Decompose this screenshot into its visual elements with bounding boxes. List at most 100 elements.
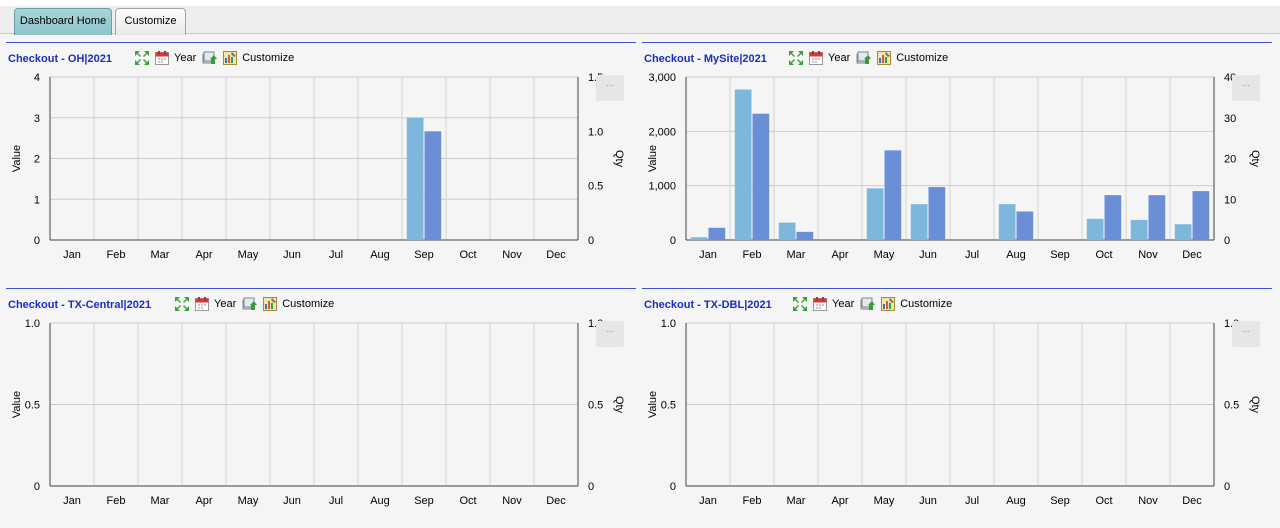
y2-tick-label: 0 (1224, 481, 1230, 493)
bar-value-mar (778, 222, 796, 240)
x-tick-label: Nov (502, 495, 522, 507)
y-tick-label: 1.0 (661, 318, 676, 330)
x-tick-label: Aug (1006, 495, 1026, 507)
panel-divider (6, 288, 636, 289)
x-tick-label: Nov (502, 249, 522, 261)
panel-divider (642, 288, 1272, 289)
bar-chart: 00.51.000.51.0JanFebMarAprMayJunJulAugSe… (647, 318, 1261, 507)
customize-icon[interactable] (876, 50, 892, 66)
x-tick-label: Oct (1095, 495, 1112, 507)
expand-icon[interactable] (788, 50, 804, 66)
expand-icon[interactable] (792, 296, 808, 312)
year-button[interactable]: Year (214, 298, 237, 310)
y-tick-label: 0 (670, 481, 676, 493)
x-tick-label: Jun (283, 249, 301, 261)
calendar-icon[interactable] (194, 296, 210, 312)
bar-qty-feb (752, 113, 770, 240)
more-options-button[interactable]: ... (1232, 75, 1260, 101)
refresh-icon[interactable] (860, 296, 876, 312)
x-tick-label: Mar (787, 495, 806, 507)
bar-value-aug (998, 204, 1016, 240)
panel-divider (6, 42, 636, 43)
bar-value-sep (406, 117, 424, 240)
bar-qty-nov (1148, 195, 1166, 240)
calendar-icon[interactable] (808, 50, 824, 66)
customize-button[interactable]: Customize (282, 298, 335, 310)
y2-axis-title: Qty (613, 396, 625, 414)
customize-icon[interactable] (880, 296, 896, 312)
customize-button[interactable]: Customize (242, 52, 295, 64)
refresh-icon[interactable] (202, 50, 218, 66)
x-tick-label: Jul (329, 495, 343, 507)
more-options-button[interactable]: ... (596, 75, 624, 101)
x-tick-label: Apr (195, 249, 212, 261)
chart-panel-oh: Checkout - OH|2021 Year Customize 0 1 2 3 4 0… (6, 42, 636, 282)
x-tick-label: Nov (1138, 495, 1158, 507)
panel-title: Checkout - MySite|2021 (644, 53, 767, 65)
year-button[interactable]: Year (832, 298, 855, 310)
tab-customize[interactable]: Customize (115, 8, 186, 35)
x-tick-label: Oct (1095, 249, 1112, 261)
panel-toolbar: Year Customize (174, 295, 340, 313)
year-button[interactable]: Year (174, 52, 197, 64)
bar-value-dec (1174, 224, 1192, 240)
bar-qty-jun (928, 187, 946, 240)
y2-tick-label: 20 (1224, 154, 1236, 166)
more-options-button[interactable]: ... (596, 321, 624, 347)
calendar-icon[interactable] (812, 296, 828, 312)
x-tick-label: Jan (63, 495, 81, 507)
x-tick-label: Nov (1138, 249, 1158, 261)
y2-axis-title: Qty (1249, 150, 1261, 168)
tab-dashboard-home[interactable]: Dashboard Home (14, 8, 112, 35)
x-tick-label: Sep (1050, 495, 1070, 507)
y-tick-label: 0 (34, 235, 40, 247)
x-tick-label: Apr (831, 249, 848, 261)
y-axis-title: Value (11, 391, 23, 418)
chart-panel-mysite: Checkout - MySite|2021 Year Customize 0 1… (642, 42, 1272, 282)
x-tick-label: Jul (329, 249, 343, 261)
more-options-button[interactable]: ... (1232, 321, 1260, 347)
panel-divider (642, 42, 1272, 43)
year-button[interactable]: Year (828, 52, 851, 64)
refresh-icon[interactable] (242, 296, 258, 312)
customize-button[interactable]: Customize (896, 52, 949, 64)
y-tick-label: 2 (34, 154, 40, 166)
bar-qty-mar (796, 231, 814, 240)
x-tick-label: Jun (919, 495, 937, 507)
x-tick-label: Feb (107, 249, 126, 261)
y-axis-title: Value (647, 145, 659, 172)
x-tick-label: Jun (283, 495, 301, 507)
calendar-icon[interactable] (154, 50, 170, 66)
x-tick-label: Aug (1006, 249, 1026, 261)
customize-button[interactable]: Customize (900, 298, 953, 310)
x-tick-label: Apr (195, 495, 212, 507)
chart-panel-txdbl: Checkout - TX-DBL|2021 Year Customize 0 0… (642, 288, 1272, 528)
panel-toolbar: Year Customize (134, 49, 300, 67)
x-tick-label: Oct (459, 495, 476, 507)
expand-icon[interactable] (174, 296, 190, 312)
window-top-strip (0, 0, 1280, 6)
y2-tick-label: 0.5 (588, 400, 603, 412)
bar-value-feb (734, 89, 752, 240)
y-tick-label: 0.5 (25, 400, 40, 412)
x-tick-label: Dec (1182, 495, 1202, 507)
x-tick-label: Jul (965, 495, 979, 507)
x-tick-label: Feb (743, 495, 762, 507)
customize-icon[interactable] (262, 296, 278, 312)
y2-tick-label: 0 (588, 235, 594, 247)
x-tick-label: Dec (546, 495, 566, 507)
x-tick-label: Jan (699, 249, 717, 261)
x-tick-label: Sep (414, 495, 434, 507)
bar-chart: 00.51.000.51.0JanFebMarAprMayJunJulAugSe… (11, 318, 625, 507)
x-tick-label: Sep (1050, 249, 1070, 261)
y2-tick-label: 1.0 (588, 126, 603, 138)
x-tick-label: May (874, 495, 895, 507)
x-tick-label: Dec (1182, 249, 1202, 261)
expand-icon[interactable] (134, 50, 150, 66)
x-tick-label: Aug (370, 249, 390, 261)
x-tick-label: Jul (965, 249, 979, 261)
refresh-icon[interactable] (856, 50, 872, 66)
y2-tick-label: 0.5 (1224, 400, 1239, 412)
customize-icon[interactable] (222, 50, 238, 66)
x-tick-label: Oct (459, 249, 476, 261)
